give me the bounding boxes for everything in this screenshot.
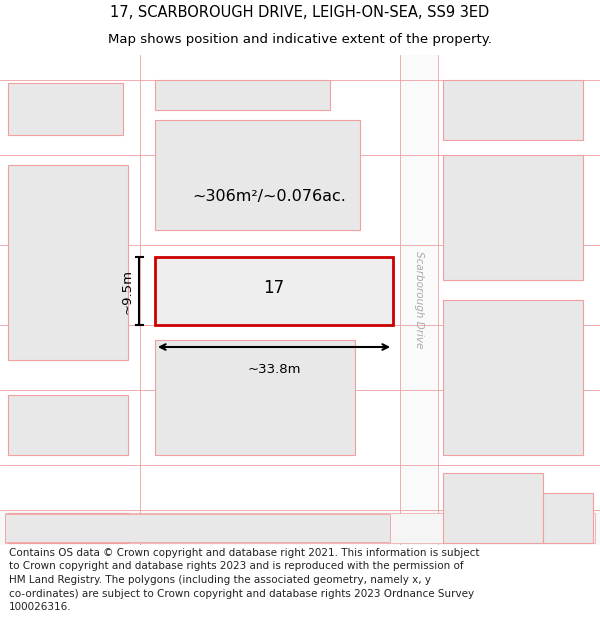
Bar	[8, 83, 123, 135]
Bar	[400, 55, 438, 545]
Text: Scarborough Drive: Scarborough Drive	[414, 251, 424, 349]
Text: ~9.5m: ~9.5m	[121, 269, 134, 314]
Bar	[5, 513, 595, 543]
Bar	[443, 80, 583, 140]
Bar	[543, 493, 593, 543]
Text: ~33.8m: ~33.8m	[247, 363, 301, 376]
Text: Map shows position and indicative extent of the property.: Map shows position and indicative extent…	[108, 33, 492, 46]
Bar	[5, 514, 390, 542]
Bar	[8, 165, 128, 360]
Bar	[155, 257, 393, 325]
Text: 17, SCARBOROUGH DRIVE, LEIGH-ON-SEA, SS9 3ED: 17, SCARBOROUGH DRIVE, LEIGH-ON-SEA, SS9…	[110, 4, 490, 19]
Bar	[443, 300, 583, 455]
Bar	[155, 120, 360, 230]
Text: ~306m²/~0.076ac.: ~306m²/~0.076ac.	[193, 189, 346, 204]
Bar	[155, 340, 355, 455]
Text: 17: 17	[263, 279, 284, 297]
Bar	[443, 473, 543, 543]
Bar	[443, 155, 583, 280]
Bar	[155, 80, 330, 110]
Bar	[8, 395, 128, 455]
Bar	[0, 510, 600, 545]
Text: Contains OS data © Crown copyright and database right 2021. This information is : Contains OS data © Crown copyright and d…	[9, 548, 479, 612]
Bar	[8, 513, 128, 543]
